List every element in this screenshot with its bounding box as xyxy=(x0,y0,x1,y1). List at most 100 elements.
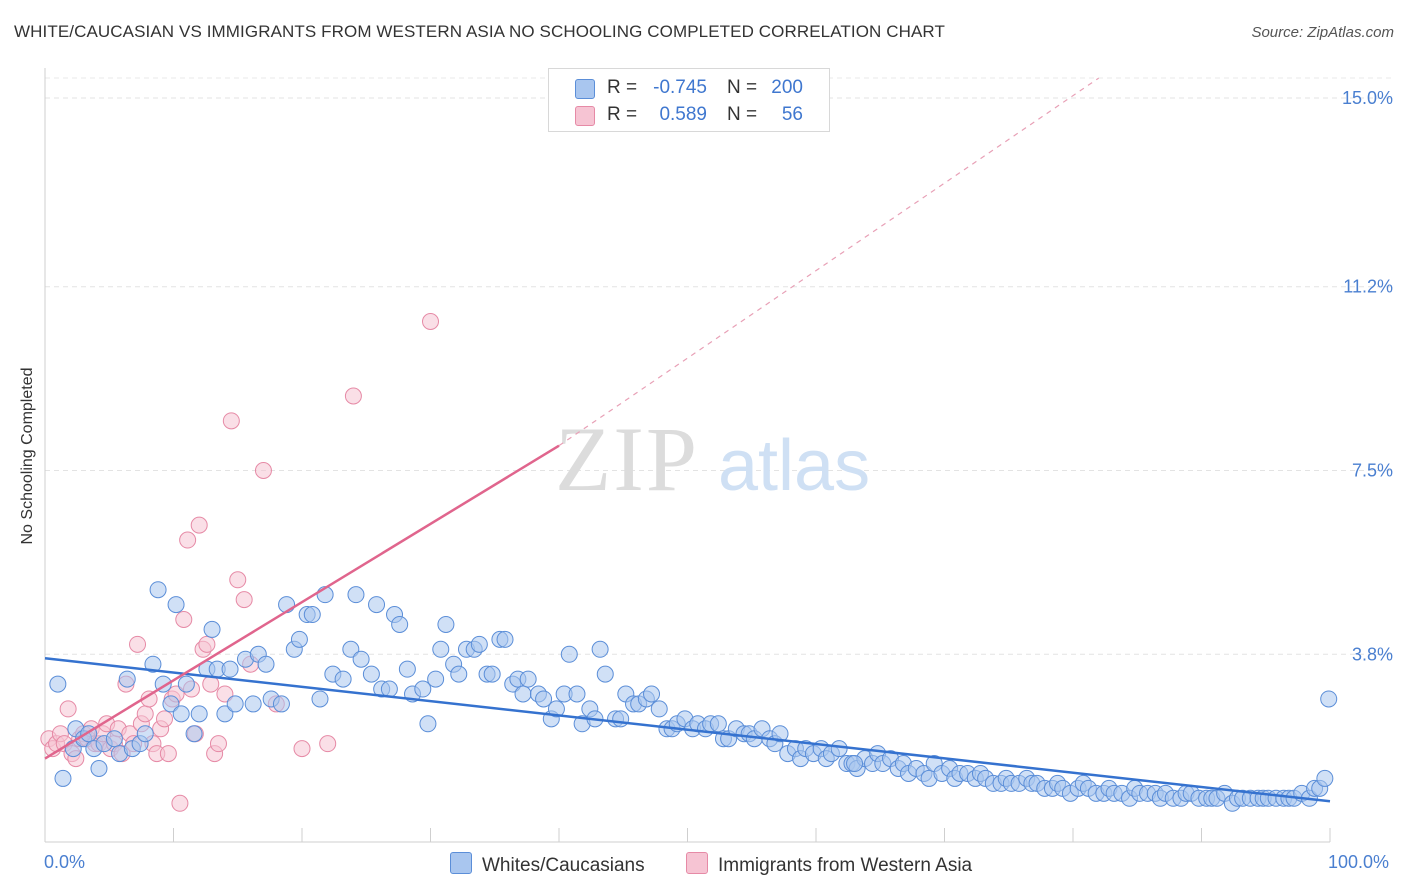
trend-lines xyxy=(44,77,1331,803)
data-point-whites xyxy=(172,705,190,723)
data-point-whites xyxy=(1320,690,1338,708)
data-point-whites xyxy=(177,675,195,693)
data-point-whites xyxy=(432,640,450,658)
legend-row-immigrants: R = 0.589 N = 56 xyxy=(549,101,829,129)
data-point-whites xyxy=(450,665,468,683)
data-point-immigrants xyxy=(59,700,77,718)
data-point-whites xyxy=(90,760,108,777)
legend-n-value: 56 xyxy=(781,104,803,125)
legend-label-whites: Whites/Caucasians xyxy=(482,855,645,876)
legend-r-value: 0.589 xyxy=(659,104,707,125)
data-point-whites xyxy=(612,710,630,728)
data-point-whites xyxy=(496,630,514,648)
data-point-whites xyxy=(203,620,221,638)
data-point-whites xyxy=(54,769,72,787)
data-point-whites xyxy=(1316,769,1334,787)
data-point-whites xyxy=(419,715,437,733)
legend-swatch-pink xyxy=(686,852,708,874)
legend-swatch-pink xyxy=(575,106,595,126)
data-point-whites xyxy=(105,730,123,748)
chart-title: WHITE/CAUCASIAN VS IMMIGRANTS FROM WESTE… xyxy=(14,22,945,41)
data-point-whites xyxy=(846,755,864,773)
data-point-whites xyxy=(560,645,578,663)
data-point-whites xyxy=(118,670,136,688)
y-tick-label: 7.5% xyxy=(1352,461,1393,481)
data-point-whites xyxy=(368,596,386,614)
data-point-immigrants xyxy=(129,635,147,653)
data-point-whites xyxy=(650,700,668,718)
data-point-immigrants xyxy=(254,462,272,479)
data-point-immigrants xyxy=(175,611,193,628)
correlation-legend: R = -0.745 N = 200 R = 0.589 N = 56 xyxy=(548,68,830,132)
data-point-whites xyxy=(303,606,321,624)
data-point-immigrants xyxy=(209,735,227,753)
legend-n-label: N = xyxy=(727,104,758,125)
data-point-whites xyxy=(362,665,380,683)
data-point-whites xyxy=(311,690,329,708)
axes xyxy=(44,68,1331,843)
data-point-whites xyxy=(49,675,67,693)
legend-row-whites: R = -0.745 N = 200 xyxy=(549,74,829,102)
data-point-whites xyxy=(391,615,409,633)
data-point-whites xyxy=(244,695,262,713)
data-point-immigrants xyxy=(222,412,240,430)
legend-swatch-blue xyxy=(450,852,472,874)
data-point-whites xyxy=(414,680,432,698)
data-point-whites xyxy=(568,685,586,703)
y-tick-label: 3.8% xyxy=(1352,644,1393,664)
data-point-immigrants xyxy=(293,740,311,758)
data-point-whites xyxy=(144,655,162,673)
data-point-whites xyxy=(347,586,365,604)
legend-label-immigrants: Immigrants from Western Asia xyxy=(718,855,973,876)
data-point-whites xyxy=(709,715,727,733)
data-point-whites xyxy=(334,670,352,688)
data-point-immigrants xyxy=(171,794,189,812)
data-point-immigrants xyxy=(136,705,154,723)
legend-item-immigrants: Immigrants from Western Asia xyxy=(686,852,972,877)
data-point-whites xyxy=(483,665,501,683)
legend-n-label: N = xyxy=(727,77,758,98)
legend-r-label: R = xyxy=(607,104,638,125)
data-point-whites xyxy=(136,725,154,743)
watermark-atlas: atlas xyxy=(718,426,870,506)
data-point-immigrants xyxy=(179,531,197,549)
data-point-whites xyxy=(272,695,290,713)
legend-swatch-blue xyxy=(575,79,595,99)
data-point-whites xyxy=(190,705,208,723)
data-point-whites xyxy=(352,650,370,668)
trend-line-immigrants xyxy=(44,444,560,760)
data-point-whites xyxy=(216,705,234,723)
data-point-immigrants xyxy=(216,685,234,703)
data-point-whites xyxy=(398,660,416,678)
data-point-whites xyxy=(380,680,398,698)
data-point-whites xyxy=(535,690,553,708)
data-point-whites xyxy=(162,695,180,713)
data-point-immigrants xyxy=(156,710,174,728)
trend-line-immigrants-extension xyxy=(558,77,1100,447)
source-credit: Source: ZipAtlas.com xyxy=(1251,24,1394,41)
data-point-immigrants xyxy=(159,745,177,763)
data-point-immigrants xyxy=(344,387,362,405)
data-point-whites xyxy=(643,685,661,703)
grid-lines xyxy=(45,77,1395,655)
data-point-whites xyxy=(257,655,275,673)
legend-n-value: 200 xyxy=(771,77,803,98)
data-point-whites xyxy=(437,615,455,633)
data-point-whites xyxy=(514,685,532,703)
x-tick-label-min: 0.0% xyxy=(44,852,86,872)
data-point-immigrants xyxy=(319,735,337,753)
data-point-immigrants xyxy=(422,313,439,330)
legend-item-whites: Whites/Caucasians xyxy=(450,852,645,877)
data-point-whites xyxy=(149,581,167,599)
trend-line-whites xyxy=(44,656,1331,803)
data-point-whites xyxy=(547,700,565,718)
data-point-whites xyxy=(771,725,789,743)
data-point-immigrants xyxy=(235,591,253,609)
y-tick-label: 15.0% xyxy=(1342,88,1393,108)
data-point-whites xyxy=(290,630,308,648)
watermark-zip: ZIP xyxy=(555,408,699,510)
data-point-whites xyxy=(830,740,848,758)
data-point-whites xyxy=(470,635,488,653)
data-point-whites xyxy=(596,665,614,683)
data-point-immigrants xyxy=(190,516,208,534)
